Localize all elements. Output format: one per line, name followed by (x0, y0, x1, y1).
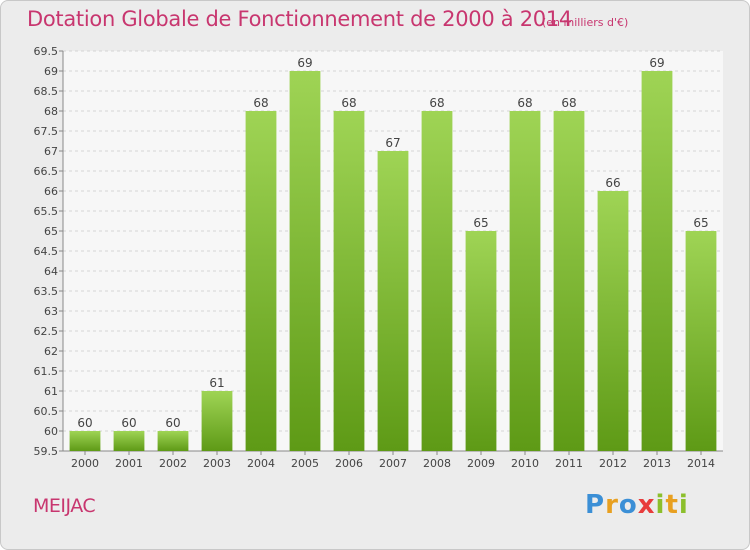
x-tick-label: 2001 (115, 457, 143, 470)
data-label: 68 (561, 96, 576, 110)
bar-2008 (421, 111, 453, 451)
bar-2011 (553, 111, 585, 451)
bar-2003 (201, 391, 233, 451)
x-tick-label: 2013 (643, 457, 671, 470)
data-label: 67 (385, 136, 400, 150)
y-tick-label: 62 (44, 345, 58, 358)
x-tick-label: 2003 (203, 457, 231, 470)
data-label: 65 (473, 216, 488, 230)
proxiti-logo[interactable]: Proxiti (585, 490, 689, 520)
bars (69, 71, 717, 451)
data-label: 65 (693, 216, 708, 230)
y-tick-label: 67 (44, 145, 58, 158)
chart-title: Dotation Globale de Fonctionnement de 20… (27, 7, 572, 31)
bar-2013 (641, 71, 673, 451)
bar-2007 (377, 151, 409, 451)
data-label: 68 (517, 96, 532, 110)
bar-2010 (509, 111, 541, 451)
y-tick-label: 69.5 (34, 45, 59, 58)
data-label: 68 (341, 96, 356, 110)
y-tick-label: 65 (44, 225, 58, 238)
y-tick-label: 61 (44, 385, 58, 398)
bar-2004 (245, 111, 277, 451)
commune-name: MEIJAC (33, 495, 96, 517)
bar-2000 (69, 431, 101, 451)
y-tick-label: 64.5 (34, 245, 59, 258)
y-tick-label: 59.5 (34, 445, 59, 458)
logo-letter: i (678, 490, 689, 520)
bar-2006 (333, 111, 365, 451)
logo-letter: x (637, 490, 656, 520)
y-tick-label: 68.5 (34, 85, 59, 98)
x-tick-label: 2002 (159, 457, 187, 470)
bar-2014 (685, 231, 717, 451)
data-label: 66 (605, 176, 620, 190)
logo-letter: t (665, 490, 679, 520)
logo-letter: P (585, 490, 606, 520)
y-tick-label: 68 (44, 105, 58, 118)
x-tick-label: 2004 (247, 457, 275, 470)
data-label: 69 (649, 56, 664, 70)
bar-2005 (289, 71, 321, 451)
y-tick-label: 69 (44, 65, 58, 78)
chart-subtitle: (en milliers d'€) (542, 16, 629, 29)
bar-2009 (465, 231, 497, 451)
data-label: 68 (253, 96, 268, 110)
x-tick-label: 2007 (379, 457, 407, 470)
x-axis-ticks: 2000 2001 2002 2003 2004 2005 2006 2007 2008 2009… (71, 451, 715, 470)
y-tick-label: 62.5 (34, 325, 59, 338)
bar-2001 (113, 431, 145, 451)
y-tick-label: 66 (44, 185, 58, 198)
bar-2012 (597, 191, 629, 451)
logo-letter: r (605, 490, 619, 520)
y-axis-ticks: 59.5 60 60.5 61 61.5 62 62.5 63 63.5 64 64.5 65 65.5… (34, 45, 63, 458)
x-tick-label: 2008 (423, 457, 451, 470)
bar-2002 (157, 431, 189, 451)
x-tick-label: 2010 (511, 457, 539, 470)
x-tick-label: 2012 (599, 457, 627, 470)
x-tick-label: 2014 (687, 457, 715, 470)
logo-letter: o (618, 490, 638, 520)
x-tick-label: 2009 (467, 457, 495, 470)
x-tick-label: 2006 (335, 457, 363, 470)
x-tick-label: 2005 (291, 457, 319, 470)
data-labels: 60 60 60 61 68 69 68 67 68 65 68 68 66 69 65 (77, 56, 708, 430)
y-tick-label: 61.5 (34, 365, 59, 378)
data-label: 61 (209, 376, 224, 390)
data-label: 68 (429, 96, 444, 110)
y-tick-label: 65.5 (34, 205, 59, 218)
data-label: 60 (165, 416, 180, 430)
x-tick-label: 2000 (71, 457, 99, 470)
y-tick-label: 63 (44, 305, 58, 318)
y-tick-label: 66.5 (34, 165, 59, 178)
y-tick-label: 63.5 (34, 285, 59, 298)
y-tick-label: 67.5 (34, 125, 59, 138)
logo-letter: i (655, 490, 666, 520)
x-tick-label: 2011 (555, 457, 583, 470)
y-tick-label: 64 (44, 265, 58, 278)
y-tick-label: 60 (44, 425, 58, 438)
data-label: 69 (297, 56, 312, 70)
y-tick-label: 60.5 (34, 405, 59, 418)
data-label: 60 (121, 416, 136, 430)
data-label: 60 (77, 416, 92, 430)
